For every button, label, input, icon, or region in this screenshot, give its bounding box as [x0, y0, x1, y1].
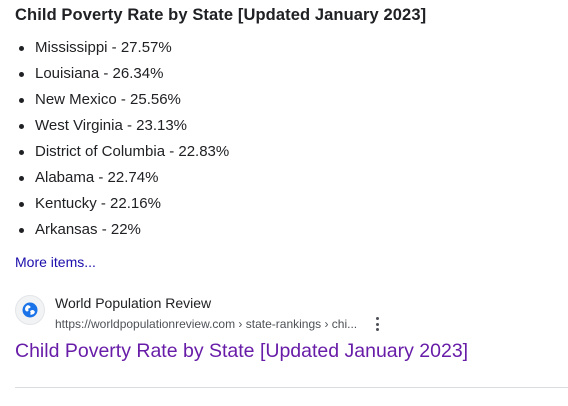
site-name[interactable]: World Population Review: [55, 295, 212, 311]
bullet-icon: [19, 176, 24, 181]
list-item: West Virginia - 23.13%: [15, 113, 229, 139]
divider: [15, 387, 568, 388]
list-item-text: District of Columbia - 22.83%: [35, 143, 230, 160]
bullet-icon: [19, 72, 24, 77]
list-item: Louisiana - 26.34%: [15, 61, 229, 87]
result-title-link[interactable]: Child Poverty Rate by State [Updated Jan…: [15, 340, 469, 362]
list-item: New Mexico - 25.56%: [15, 87, 229, 113]
more-vert-icon[interactable]: [372, 315, 382, 333]
dot: [375, 328, 379, 331]
bullet-icon: [19, 202, 24, 207]
site-url-breadcrumb[interactable]: https://worldpopulationreview.com › stat…: [55, 317, 358, 331]
bullet-icon: [19, 46, 24, 51]
globe-icon: [22, 302, 38, 318]
more-items-link[interactable]: More items...: [15, 254, 96, 270]
bullet-icon: [19, 124, 24, 129]
dot: [375, 322, 379, 326]
list-item-text: Alabama - 22.74%: [35, 169, 159, 186]
snippet-title: Child Poverty Rate by State [Updated Jan…: [15, 6, 427, 24]
list-item: Alabama - 22.74%: [15, 165, 229, 191]
list-item: Mississippi - 27.57%: [15, 35, 229, 61]
list-item-text: New Mexico - 25.56%: [35, 91, 181, 108]
source-attribution: World Population Review https://worldpop…: [15, 293, 560, 337]
list-item-text: Arkansas - 22%: [35, 221, 141, 238]
bullet-icon: [19, 150, 24, 155]
snippet-list: Mississippi - 27.57% Louisiana - 26.34% …: [15, 35, 229, 243]
list-item-text: Kentucky - 22.16%: [35, 195, 161, 212]
bullet-icon: [19, 98, 24, 103]
list-item-text: Mississippi - 27.57%: [35, 39, 172, 56]
bullet-icon: [19, 228, 24, 233]
list-item: Arkansas - 22%: [15, 217, 229, 243]
list-item: District of Columbia - 22.83%: [15, 139, 229, 165]
list-item-text: Louisiana - 26.34%: [35, 65, 164, 82]
list-item: Kentucky - 22.16%: [15, 191, 229, 217]
site-favicon[interactable]: [15, 295, 45, 325]
dot: [375, 317, 379, 320]
list-item-text: West Virginia - 23.13%: [35, 117, 188, 134]
